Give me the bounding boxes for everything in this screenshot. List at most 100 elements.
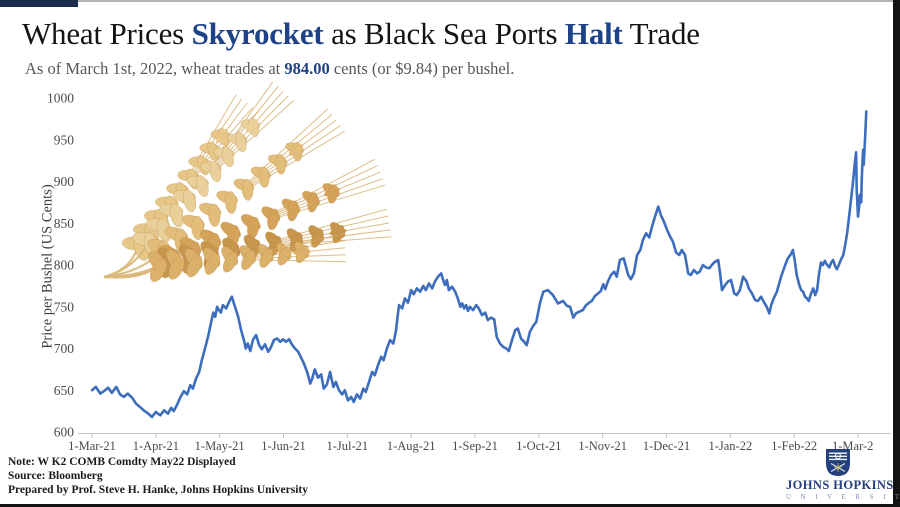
- wheat-grain: [277, 246, 291, 266]
- wheat-grain: [220, 221, 241, 239]
- wheat-grain: [133, 236, 149, 261]
- right-edge-bar: [893, 0, 900, 507]
- wheat-stem: [103, 265, 159, 279]
- y-tick-label: 600: [54, 425, 75, 440]
- y-tick-label: 850: [54, 216, 75, 231]
- wheat-awn: [271, 184, 386, 220]
- logo-university: U N I V E R S I T Y: [786, 494, 900, 501]
- x-tick-label: 1-Sep-21: [452, 439, 498, 453]
- wheat-awn: [213, 95, 289, 172]
- wheat-stem: [103, 245, 140, 279]
- wheat-grain: [184, 248, 203, 270]
- wheat-grain: [178, 244, 199, 265]
- wheat-awn: [271, 178, 383, 219]
- wheat-grain: [207, 141, 220, 161]
- wheat-grain: [166, 183, 189, 195]
- title-accent-halt: Halt: [564, 16, 623, 51]
- wheat-grain: [293, 248, 311, 256]
- x-tick-label: 1-Oct-21: [516, 439, 561, 453]
- wheat-stem: [103, 249, 163, 279]
- wheat-grain: [268, 235, 282, 257]
- y-tick-label: 650: [54, 383, 75, 398]
- wheat-grain: [240, 119, 261, 130]
- wheat-grain: [200, 241, 220, 261]
- x-tick-label: 1-Jun-21: [261, 439, 305, 453]
- wheat-grain: [221, 246, 239, 266]
- wheat-grain: [177, 169, 200, 182]
- footnote-prepared: Prepared by Prof. Steve H. Hanke, Johns …: [8, 484, 308, 496]
- wheat-grain: [217, 127, 230, 147]
- wheat-grain: [155, 196, 179, 209]
- wheat-grain: [322, 183, 340, 198]
- wheat-grain: [147, 238, 172, 255]
- wheat-grain: [188, 156, 210, 168]
- wheat-grain: [160, 254, 177, 279]
- wheat-grain: [156, 218, 172, 243]
- wheat-grain: [294, 241, 310, 259]
- footnote-source: Source: Bloomberg: [8, 470, 103, 482]
- wheat-grain: [265, 231, 283, 250]
- wheat-grain: [199, 202, 222, 217]
- wheat-grain: [258, 166, 270, 188]
- wheat-stem: [103, 261, 169, 279]
- wheat-awn: [271, 171, 381, 218]
- wheat-grain: [324, 187, 340, 197]
- wheat-awn: [247, 247, 346, 258]
- wheat-grain: [247, 216, 260, 240]
- wheat-grain: [144, 209, 169, 223]
- wheat-grain: [248, 117, 260, 137]
- wheat-stem: [103, 257, 173, 279]
- x-tick-label: 1-Aug-21: [387, 439, 436, 453]
- wheat-grain: [168, 256, 185, 280]
- wheat-awn: [273, 229, 391, 246]
- title-text: Wheat Prices: [22, 16, 192, 51]
- wheat-awn: [273, 222, 390, 244]
- wheat-grain: [245, 119, 259, 133]
- wheat-grain: [179, 237, 202, 255]
- wheat-grain: [164, 226, 189, 242]
- wheat-grain: [200, 161, 222, 174]
- title-text: as Black Sea Ports: [323, 16, 565, 51]
- y-tick-label: 800: [54, 258, 75, 273]
- wheat-grain: [210, 129, 231, 140]
- subtitle-text: cents (or $9.84) per bushel.: [329, 59, 515, 78]
- wheat-awn: [244, 119, 337, 189]
- wheat-awn: [243, 108, 329, 187]
- wheat-grain: [159, 203, 184, 218]
- page-title: Wheat Prices Skyrocket as Black Sea Port…: [22, 16, 700, 52]
- price-line: [90, 110, 868, 419]
- wheat-awn: [211, 86, 279, 170]
- wheat-grain: [222, 146, 234, 168]
- wheat-grain: [281, 198, 301, 214]
- subtitle-text: As of March 1st, 2022, wheat trades at: [25, 59, 285, 78]
- wheat-awn: [210, 81, 274, 169]
- wheat-grain: [186, 255, 203, 278]
- wheat-awn: [272, 208, 387, 242]
- wheat-grain: [206, 232, 221, 257]
- wheat-grain: [235, 132, 247, 152]
- wheat-grain: [175, 182, 190, 204]
- wheat-grain: [204, 253, 220, 275]
- y-tick-label: 700: [54, 341, 75, 356]
- wheat-grain: [241, 178, 254, 201]
- y-axis-title: Price per Bushel (US Cents): [39, 184, 56, 349]
- title-accent-skyrocket: Skyrocket: [191, 16, 324, 51]
- bottom-edge-bar: [0, 504, 900, 507]
- wheat-grain: [182, 250, 198, 274]
- title-text: Trade: [622, 16, 700, 51]
- wheat-grain: [191, 215, 205, 240]
- wheat-grain: [157, 247, 178, 269]
- x-tick-label: 1-Jan-22: [708, 439, 752, 453]
- wheat-grain: [267, 208, 280, 231]
- footnotes: Note: W K2 COMB Comdty May22 Displayed S…: [8, 455, 308, 497]
- logo-name: JOHNS HOPKINS: [786, 478, 894, 492]
- wheat-grain: [302, 190, 320, 206]
- wheat-grain: [166, 249, 185, 271]
- wheat-grain: [169, 203, 184, 228]
- wheat-grain: [259, 248, 274, 268]
- johns-hopkins-logo: JOHNS HOPKINS U N I V E R S I T Y: [786, 448, 900, 501]
- wheat-awn: [270, 165, 378, 217]
- wheat-grain: [329, 228, 347, 236]
- wheat-grain: [186, 175, 209, 188]
